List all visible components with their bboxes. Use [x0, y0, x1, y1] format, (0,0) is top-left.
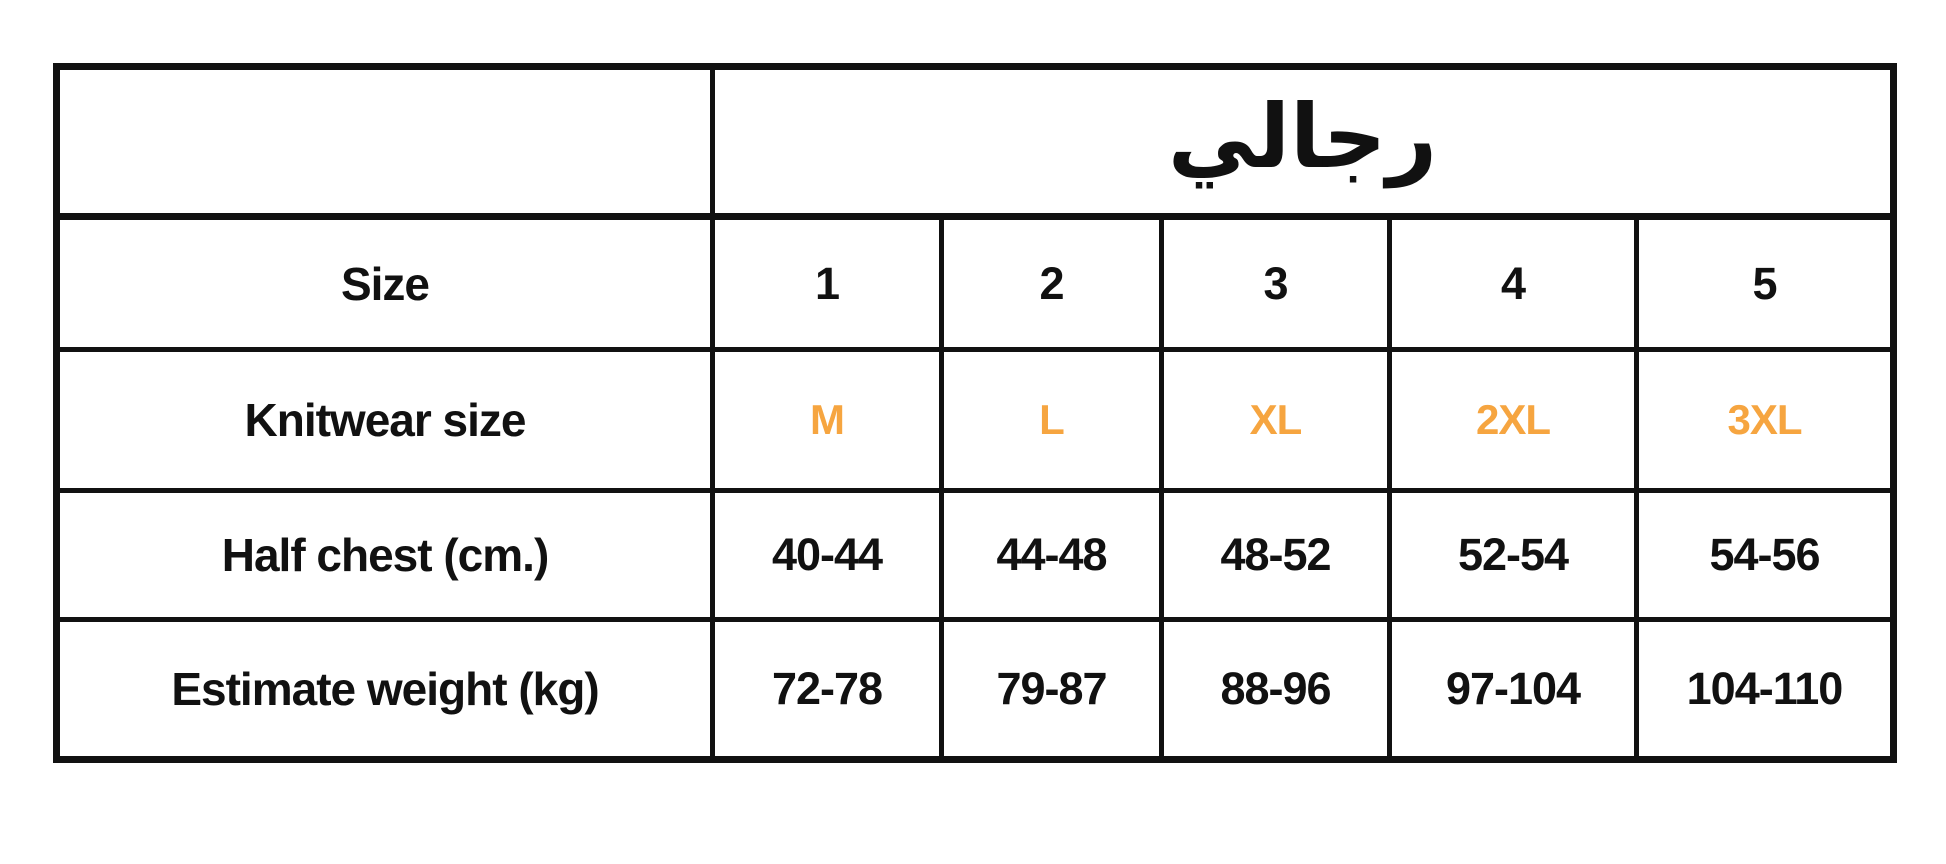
header-arabic-title: رجالي	[715, 70, 1890, 215]
size-value-5: 5	[1639, 220, 1890, 347]
row-label-size: Size	[60, 220, 710, 347]
size-chart-table: رجالي Size 1 2 3 4 5 Knitwear size M L X…	[53, 63, 1897, 763]
size-value-2: 2	[944, 220, 1159, 347]
size-value-3: 3	[1164, 220, 1387, 347]
estimate-weight-value-2: 79-87	[944, 622, 1159, 756]
half-chest-value-1: 40-44	[715, 493, 939, 617]
estimate-weight-value-3: 88-96	[1164, 622, 1387, 756]
estimate-weight-value-1: 72-78	[715, 622, 939, 756]
header-empty-cell	[60, 70, 710, 215]
row-label-knitwear-size: Knitwear size	[60, 352, 710, 488]
size-value-1: 1	[715, 220, 939, 347]
knitwear-size-2xl: 2XL	[1392, 352, 1634, 488]
knitwear-size-3xl: 3XL	[1639, 352, 1890, 488]
half-chest-value-2: 44-48	[944, 493, 1159, 617]
half-chest-value-5: 54-56	[1639, 493, 1890, 617]
knitwear-size-l: L	[944, 352, 1159, 488]
knitwear-size-m: M	[715, 352, 939, 488]
half-chest-value-3: 48-52	[1164, 493, 1387, 617]
estimate-weight-value-4: 97-104	[1392, 622, 1634, 756]
half-chest-value-4: 52-54	[1392, 493, 1634, 617]
size-value-4: 4	[1392, 220, 1634, 347]
knitwear-size-xl: XL	[1164, 352, 1387, 488]
row-label-estimate-weight: Estimate weight (kg)	[60, 622, 710, 756]
estimate-weight-value-5: 104-110	[1639, 622, 1890, 756]
row-label-half-chest: Half chest (cm.)	[60, 493, 710, 617]
